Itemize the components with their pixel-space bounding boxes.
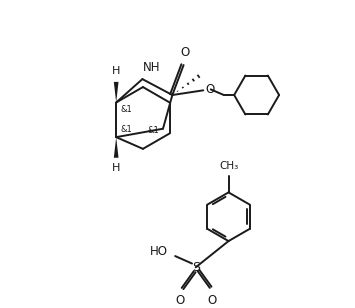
Text: &1: &1 xyxy=(121,106,133,115)
Text: CH₃: CH₃ xyxy=(219,161,238,171)
Text: &1: &1 xyxy=(147,126,159,135)
Polygon shape xyxy=(114,137,119,158)
Text: NH: NH xyxy=(143,61,161,75)
Text: HO: HO xyxy=(150,245,168,258)
Text: H: H xyxy=(112,163,120,173)
Text: O: O xyxy=(175,294,185,307)
Text: O: O xyxy=(207,294,216,307)
Text: S: S xyxy=(192,261,200,274)
Text: H: H xyxy=(112,66,120,76)
Text: O: O xyxy=(205,83,214,96)
Text: O: O xyxy=(181,47,190,59)
Polygon shape xyxy=(114,82,119,103)
Text: &1: &1 xyxy=(121,125,133,134)
